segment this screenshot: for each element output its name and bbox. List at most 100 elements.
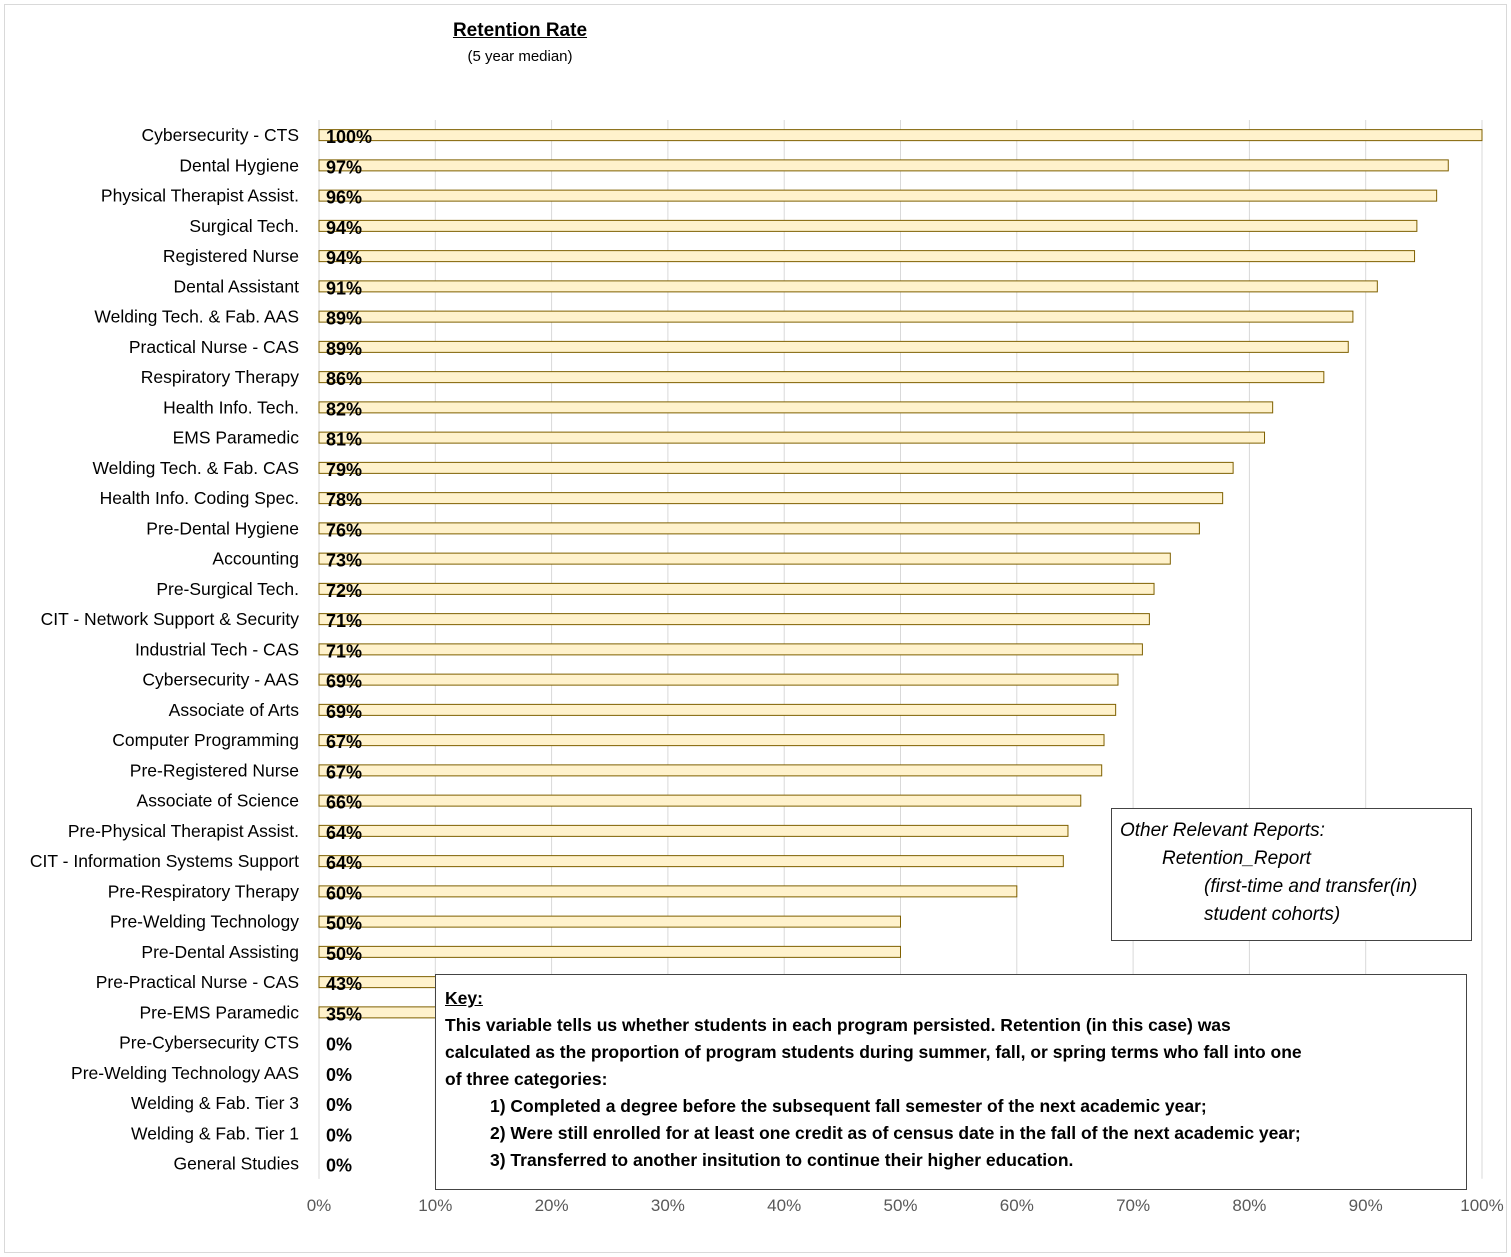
- data-label: 71%: [326, 611, 362, 631]
- category-label: CIT - Network Support & Security: [41, 609, 300, 629]
- data-label: 91%: [326, 278, 362, 298]
- data-label: 71%: [326, 641, 362, 661]
- data-label: 64%: [326, 853, 362, 873]
- data-label: 82%: [326, 399, 362, 419]
- reports-heading: Other Relevant Reports:: [1120, 820, 1325, 841]
- key-text-line1: This variable tells us whether students …: [445, 1015, 1231, 1035]
- x-tick-label: 80%: [1232, 1196, 1266, 1215]
- bar: [318, 824, 1069, 837]
- category-label: CIT - Information Systems Support: [30, 851, 299, 871]
- bar: [318, 461, 1234, 474]
- data-label: 94%: [326, 248, 362, 268]
- data-label: 64%: [326, 823, 362, 843]
- x-tick-label: 40%: [767, 1196, 801, 1215]
- bar: [318, 250, 1416, 263]
- bar: [318, 643, 1143, 656]
- other-reports-box: Other Relevant Reports: Retention_Report…: [1111, 808, 1472, 941]
- data-label: 35%: [326, 1004, 362, 1024]
- key-text-line3: of three categories:: [445, 1069, 608, 1089]
- data-label: 69%: [326, 702, 362, 722]
- bar: [318, 431, 1266, 444]
- bar: [318, 613, 1150, 626]
- category-label: Practical Nurse - CAS: [129, 337, 299, 357]
- category-label: Computer Programming: [112, 730, 299, 750]
- category-label: Surgical Tech.: [189, 216, 299, 236]
- key-text-line2: calculated as the proportion of program …: [445, 1042, 1302, 1062]
- category-label: Pre-Welding Technology AAS: [71, 1063, 299, 1083]
- category-label: Welding Tech. & Fab. CAS: [92, 458, 299, 478]
- category-label: Pre-Physical Therapist Assist.: [68, 821, 299, 841]
- key-item-2: 2) Were still enrolled for at least one …: [490, 1123, 1301, 1143]
- category-label: Pre-Dental Assisting: [141, 942, 299, 962]
- category-label: EMS Paramedic: [173, 428, 300, 448]
- data-label: 0%: [326, 1065, 352, 1085]
- data-label: 50%: [326, 914, 362, 934]
- bars: [318, 129, 1483, 1019]
- category-label: Registered Nurse: [163, 246, 299, 266]
- bar: [318, 794, 1082, 807]
- bar: [318, 522, 1200, 535]
- category-label: Dental Hygiene: [179, 155, 299, 175]
- bar: [318, 552, 1171, 565]
- data-label: 50%: [326, 944, 362, 964]
- bar: [318, 310, 1354, 323]
- data-label: 94%: [326, 218, 362, 238]
- data-label: 0%: [326, 1035, 352, 1055]
- category-label: Respiratory Therapy: [141, 367, 299, 387]
- data-label: 86%: [326, 369, 362, 389]
- category-label: Physical Therapist Assist.: [101, 186, 299, 206]
- data-label: 66%: [326, 793, 362, 813]
- category-label: Pre-Respiratory Therapy: [108, 881, 300, 901]
- bar: [318, 673, 1119, 686]
- x-tick-label: 10%: [418, 1196, 452, 1215]
- data-label: 0%: [326, 1095, 352, 1115]
- category-label: Associate of Science: [137, 791, 299, 811]
- retention-report-link-text: Retention_Report: [1162, 848, 1311, 869]
- reports-note-line1: (first-time and transfer(in): [1204, 876, 1418, 897]
- category-label: Health Info. Tech.: [163, 397, 299, 417]
- data-label: 76%: [326, 520, 362, 540]
- category-label: Pre-Welding Technology: [110, 912, 299, 932]
- bar: [318, 371, 1325, 384]
- category-label: Welding & Fab. Tier 1: [131, 1123, 299, 1143]
- x-tick-label: 50%: [883, 1196, 917, 1215]
- data-label: 0%: [326, 1156, 352, 1176]
- bar: [318, 945, 901, 958]
- data-label: 100%: [326, 127, 372, 147]
- chart-subtitle: (5 year median): [467, 48, 573, 65]
- data-label: 60%: [326, 883, 362, 903]
- data-label: 69%: [326, 672, 362, 692]
- category-labels: Cybersecurity - CTS Dental Hygiene Physica…: [30, 125, 299, 1174]
- category-label: Cybersecurity - AAS: [142, 670, 299, 690]
- data-label: 0%: [326, 1125, 352, 1145]
- bar: [318, 129, 1483, 142]
- data-label: 81%: [326, 430, 362, 450]
- category-label: Cybersecurity - CTS: [141, 125, 299, 145]
- x-tick-label: 0%: [307, 1196, 332, 1215]
- bar: [318, 703, 1117, 716]
- key-item-3: 3) Transferred to another insitution to …: [490, 1150, 1074, 1170]
- data-label: 43%: [326, 974, 362, 994]
- data-label: 78%: [326, 490, 362, 510]
- bar: [318, 189, 1438, 202]
- category-label: Pre-Practical Nurse - CAS: [96, 972, 299, 992]
- data-label: 96%: [326, 188, 362, 208]
- bar: [318, 280, 1378, 293]
- x-tick-label: 90%: [1349, 1196, 1383, 1215]
- bar: [318, 219, 1418, 232]
- data-label: 67%: [326, 732, 362, 752]
- category-label: Industrial Tech - CAS: [135, 639, 299, 659]
- category-label: Accounting: [212, 549, 299, 569]
- bar: [318, 915, 901, 928]
- category-label: Pre-EMS Paramedic: [140, 1002, 300, 1022]
- bar: [318, 734, 1105, 747]
- reports-note-line2: student cohorts): [1204, 904, 1341, 925]
- x-axis-tick-labels: 0% 10% 20% 30% 40% 50% 60% 70% 80% 90% 100%: [307, 1196, 1504, 1215]
- data-label: 97%: [326, 157, 362, 177]
- x-tick-label: 30%: [651, 1196, 685, 1215]
- category-label: Pre-Dental Hygiene: [146, 518, 299, 538]
- category-label: General Studies: [174, 1154, 300, 1174]
- x-tick-label: 20%: [535, 1196, 569, 1215]
- category-label: Health Info. Coding Spec.: [100, 488, 299, 508]
